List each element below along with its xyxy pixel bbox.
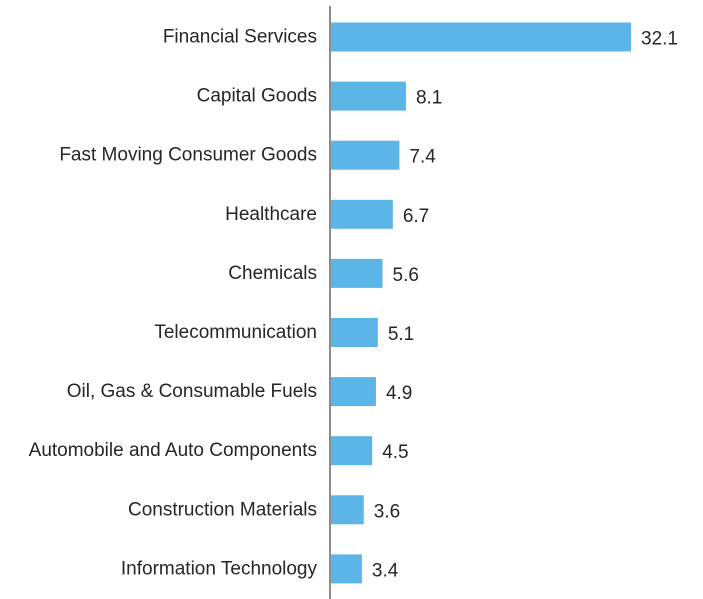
- bar: [331, 554, 362, 584]
- bar: [331, 199, 393, 229]
- category-label: Financial Services: [163, 27, 317, 48]
- value-label: 6.7: [403, 206, 429, 227]
- value-label: 4.5: [382, 442, 408, 463]
- bar: [331, 258, 383, 288]
- value-label: 8.1: [416, 88, 442, 109]
- value-labels: 32.1 8.1 7.4 6.7 5.6 5.1 4.9 4.5 3.6 3.4: [372, 29, 678, 582]
- value-label: 3.4: [372, 560, 399, 581]
- bar: [331, 318, 378, 347]
- category-label: Chemicals: [228, 263, 317, 284]
- value-label: 7.4: [409, 147, 436, 168]
- value-label: 5.1: [388, 324, 414, 345]
- category-label: Healthcare: [225, 204, 317, 225]
- value-label: 32.1: [641, 29, 678, 50]
- category-label: Construction Materials: [128, 499, 317, 520]
- bar: [331, 22, 631, 52]
- category-label: Telecommunication: [154, 322, 317, 343]
- category-label: Fast Moving Consumer Goods: [59, 145, 317, 166]
- bar: [331, 377, 376, 407]
- category-label: Information Technology: [121, 558, 318, 579]
- bars-layer: [331, 22, 631, 584]
- bar: [331, 436, 373, 466]
- value-label: 4.9: [386, 383, 412, 404]
- value-label: 5.6: [393, 265, 419, 286]
- value-label: 3.6: [374, 501, 400, 522]
- category-label: Capital Goods: [197, 86, 317, 107]
- bar: [331, 140, 400, 170]
- bar: [331, 81, 406, 111]
- bar: [331, 495, 364, 525]
- category-label: Automobile and Auto Components: [29, 440, 317, 461]
- category-labels: Financial Services Capital Goods Fast Movi…: [29, 27, 318, 580]
- category-label: Oil, Gas & Consumable Fuels: [67, 381, 317, 402]
